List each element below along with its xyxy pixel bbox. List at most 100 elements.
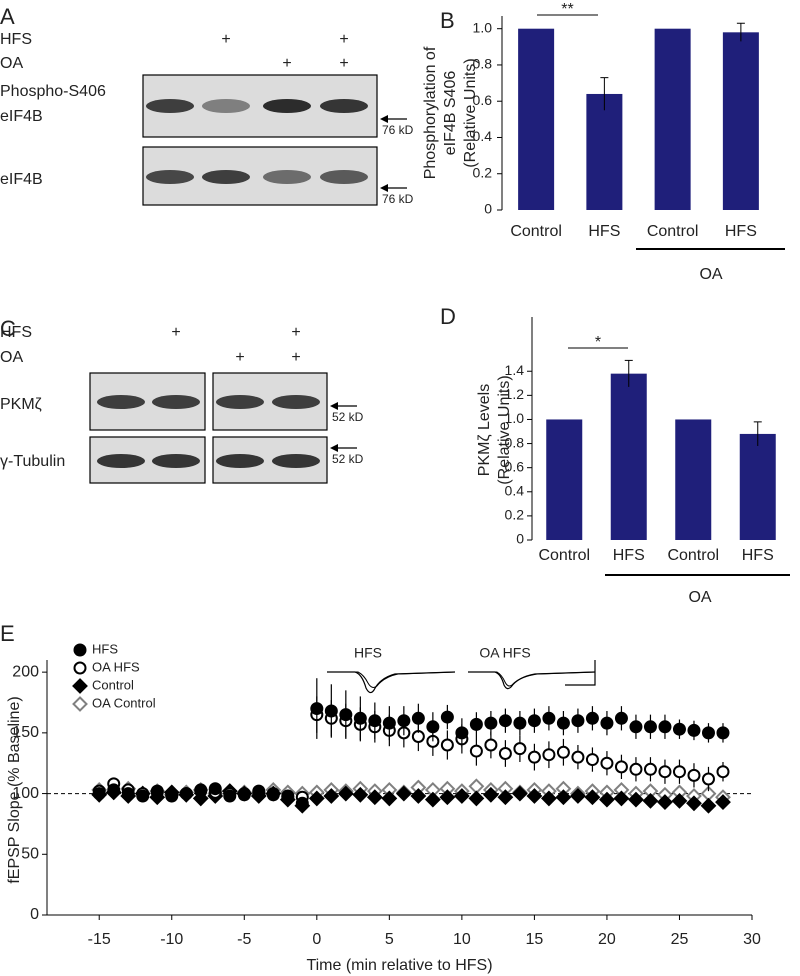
y-tick-label: 200 — [12, 663, 39, 680]
size-marker: 52 kD — [332, 410, 364, 424]
point — [397, 714, 411, 728]
point — [295, 796, 309, 810]
point — [600, 716, 614, 730]
point — [368, 714, 382, 728]
point — [484, 738, 498, 752]
point — [410, 788, 427, 804]
point — [700, 797, 717, 814]
point — [136, 789, 150, 803]
inset-label: HFS — [354, 645, 382, 661]
point — [323, 788, 340, 804]
point — [701, 726, 715, 740]
scale-bar — [565, 660, 596, 686]
x-tick-label: HFS — [725, 223, 757, 240]
point — [686, 795, 702, 812]
y-tick-label: 1.0 — [473, 19, 493, 35]
y-tick-label: 0.6 — [505, 458, 525, 474]
x-tick-label: 10 — [453, 931, 471, 948]
condition-label: OA — [0, 349, 23, 366]
size-marker: 76 kD — [382, 192, 414, 206]
x-tick-label: 30 — [743, 931, 761, 948]
band — [272, 454, 320, 468]
condition-label: HFS — [0, 324, 32, 341]
point — [613, 790, 630, 807]
point — [556, 716, 570, 730]
point — [92, 787, 106, 801]
protein-label: Phospho-S406 — [0, 83, 106, 100]
panel-label: D — [440, 304, 456, 329]
point — [107, 783, 121, 797]
y-tick-label: 0.2 — [473, 164, 493, 180]
trace — [468, 671, 596, 690]
point — [671, 792, 688, 809]
point — [672, 722, 686, 736]
band — [263, 170, 311, 184]
point — [426, 720, 440, 734]
condition-mark: + — [339, 55, 348, 72]
point — [453, 788, 470, 804]
y-tick-label: 0.4 — [505, 482, 525, 498]
band — [216, 454, 264, 468]
x-tick-label: Control — [510, 223, 562, 240]
point — [715, 794, 731, 810]
legend-marker — [73, 661, 87, 675]
protein-label: PKMζ — [0, 396, 42, 413]
point — [526, 788, 543, 804]
condition-mark: + — [221, 31, 230, 48]
x-tick-label: -5 — [237, 931, 251, 948]
point — [352, 786, 369, 803]
point — [672, 765, 686, 779]
point — [252, 785, 266, 799]
point — [469, 744, 483, 758]
y-tick-label: 1.0 — [505, 410, 525, 426]
point — [614, 711, 628, 725]
x-tick-label: -10 — [160, 931, 183, 948]
legend-label: HFS — [92, 641, 118, 656]
point — [657, 794, 673, 810]
point — [337, 785, 354, 802]
legend-marker — [73, 643, 87, 657]
x-tick-label: 0 — [312, 931, 321, 948]
point — [599, 791, 615, 808]
point — [455, 726, 469, 740]
bar — [675, 419, 712, 540]
point — [513, 716, 527, 730]
condition-mark: + — [282, 55, 291, 72]
y-tick-label: 100 — [12, 785, 39, 802]
trace — [468, 671, 596, 687]
bar — [586, 93, 623, 210]
point — [498, 714, 512, 728]
point — [366, 789, 383, 806]
condition-mark: + — [339, 31, 348, 48]
band — [320, 170, 368, 184]
point — [628, 791, 644, 808]
point — [150, 785, 164, 799]
panel-label: A — [0, 4, 15, 29]
condition-label: OA — [0, 55, 23, 72]
point — [542, 748, 556, 762]
point — [266, 788, 280, 802]
point — [571, 750, 585, 764]
significance-label: ** — [561, 1, 573, 18]
panel-label: B — [440, 8, 455, 33]
bar — [722, 32, 759, 211]
legend-label: Control — [92, 677, 134, 692]
point — [484, 716, 498, 730]
y-tick-label: 50 — [21, 846, 39, 863]
group-label: OA — [699, 266, 722, 283]
point — [584, 789, 601, 806]
point — [542, 711, 556, 725]
point — [382, 716, 396, 730]
bar — [610, 373, 647, 540]
panel-label: C — [0, 316, 16, 341]
point — [194, 784, 208, 798]
x-tick-label: 5 — [385, 931, 394, 948]
x-tick-label: HFS — [588, 223, 620, 240]
protein-label: eIF4B — [0, 108, 43, 125]
band — [216, 395, 264, 409]
group-label: OA — [688, 589, 711, 606]
condition-mark: + — [235, 349, 244, 366]
x-tick-label: 20 — [598, 931, 616, 948]
point — [716, 765, 730, 779]
point — [308, 790, 325, 807]
